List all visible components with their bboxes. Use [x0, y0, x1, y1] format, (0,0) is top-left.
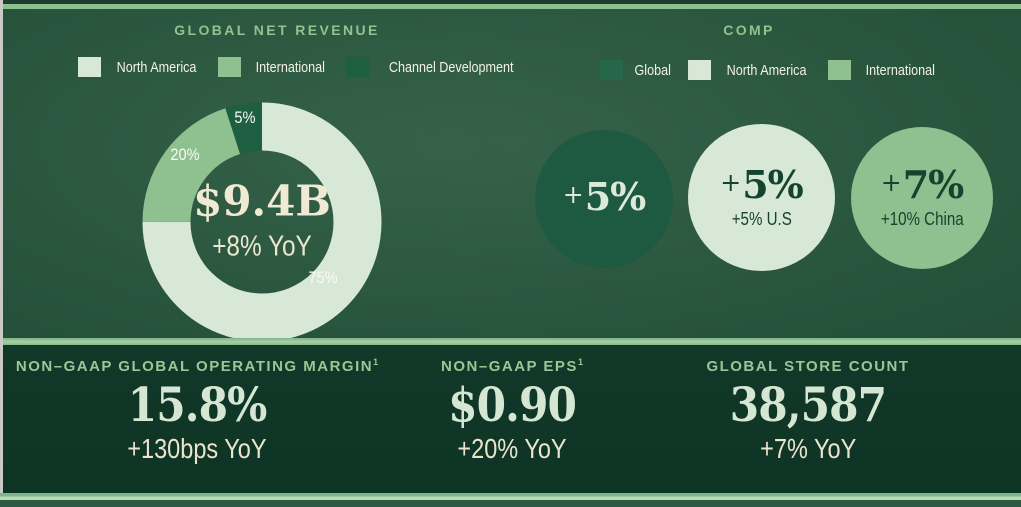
kpi-delta: +130bps YoY: [127, 433, 267, 464]
comp-circle-subtext: +10% China: [880, 209, 964, 229]
donut-segment: [142, 102, 382, 342]
bottom-strip: [0, 500, 1021, 507]
comp-circle-value: +5%: [720, 165, 804, 204]
legend-swatch: [828, 60, 852, 80]
kpi-delta: +20% YoY: [457, 433, 567, 464]
kpi-title-text: NON–GAAP EPS: [441, 358, 578, 375]
legend-label: International: [255, 58, 326, 76]
legend-swatch: [218, 57, 242, 77]
revenue-and-comp-section: GLOBAL NET REVENUE North America Interna…: [0, 9, 1021, 342]
kpi-title-text: NON–GAAP GLOBAL OPERATING MARGIN: [15, 358, 374, 375]
legend-item-channel-development: Channel Development: [345, 57, 525, 77]
bottom-border-accent: [0, 493, 1021, 500]
donut-segment-label-channel: 5%: [234, 108, 256, 127]
section-divider: [0, 338, 1021, 345]
comp-circle-value: +5%: [562, 177, 647, 216]
donut-segment-label-international: 20%: [170, 145, 200, 164]
donut-svg: [142, 102, 382, 342]
revenue-legend: North America International Channel Deve…: [78, 57, 525, 77]
comp-circle-north-america: +5% +5% U.S: [688, 124, 835, 271]
legend-item-north-america: North America: [688, 60, 814, 80]
top-border-accent: [0, 4, 1021, 9]
legend-label: North America: [726, 61, 807, 79]
value: 7%: [902, 162, 965, 207]
footnote-superscript: 1: [373, 357, 379, 367]
donut-center-value: $9.4B: [193, 176, 331, 226]
legend-swatch: [345, 57, 369, 77]
legend-item-international: International: [828, 60, 942, 80]
legend-swatch: [600, 60, 624, 80]
legend-item-global: Global: [600, 60, 674, 80]
legend-label: North America: [116, 58, 197, 76]
kpi-value: 15.8%: [127, 378, 268, 433]
kpi-title-text: GLOBAL STORE COUNT: [706, 358, 910, 375]
legend-item-north-america: North America: [78, 57, 204, 77]
kpi-operating-margin: NON–GAAP GLOBAL OPERATING MARGIN1 15.8% …: [0, 357, 397, 463]
legend-swatch: [78, 57, 101, 77]
kpi-eps: NON–GAAP EPS1 $0.90 +20% YoY: [312, 357, 712, 463]
comp-circle-value: +7%: [880, 166, 965, 204]
kpi-value: 38,587: [729, 378, 887, 433]
footnote-superscript: 1: [577, 357, 583, 367]
kpi-store-count: GLOBAL STORE COUNT 38,587 +7% YoY: [608, 357, 1008, 463]
revenue-donut-chart: 5% 20% 75% $9.4B +8% YoY: [142, 102, 382, 342]
kpi-section: NON–GAAP GLOBAL OPERATING MARGIN1 15.8% …: [0, 345, 1021, 493]
value: 5%: [742, 161, 804, 207]
kpi-title: GLOBAL STORE COUNT: [608, 357, 1008, 375]
value: 5%: [584, 173, 647, 219]
legend-label: Channel Development: [388, 58, 514, 76]
comp-circle-subtext: +5% U.S: [731, 208, 792, 229]
kpi-delta: +7% YoY: [759, 433, 857, 464]
comp-legend: Global North America International: [600, 60, 942, 80]
kpi-title: NON–GAAP EPS1: [312, 357, 712, 375]
legend-label: Global: [634, 61, 671, 79]
comp-circle-international: +7% +10% China: [851, 127, 993, 269]
left-edge-strip: [0, 0, 3, 493]
legend-item-international: International: [218, 57, 332, 77]
legend-label: International: [866, 61, 936, 79]
kpi-title: NON–GAAP GLOBAL OPERATING MARGIN1: [0, 357, 397, 375]
comp-section-title: COMP: [723, 22, 775, 38]
donut-center-delta: +8% YoY: [212, 230, 312, 263]
top-border-dark: [0, 0, 1021, 4]
revenue-section-title: GLOBAL NET REVENUE: [174, 22, 380, 38]
plus-sign: +: [562, 179, 584, 209]
donut-segment-label-north-america: 75%: [308, 268, 338, 287]
comp-circle-global: +5%: [535, 130, 673, 268]
kpi-value: $0.90: [448, 378, 577, 433]
plus-sign: +: [880, 168, 902, 197]
legend-swatch: [688, 60, 712, 80]
plus-sign: +: [720, 167, 742, 197]
